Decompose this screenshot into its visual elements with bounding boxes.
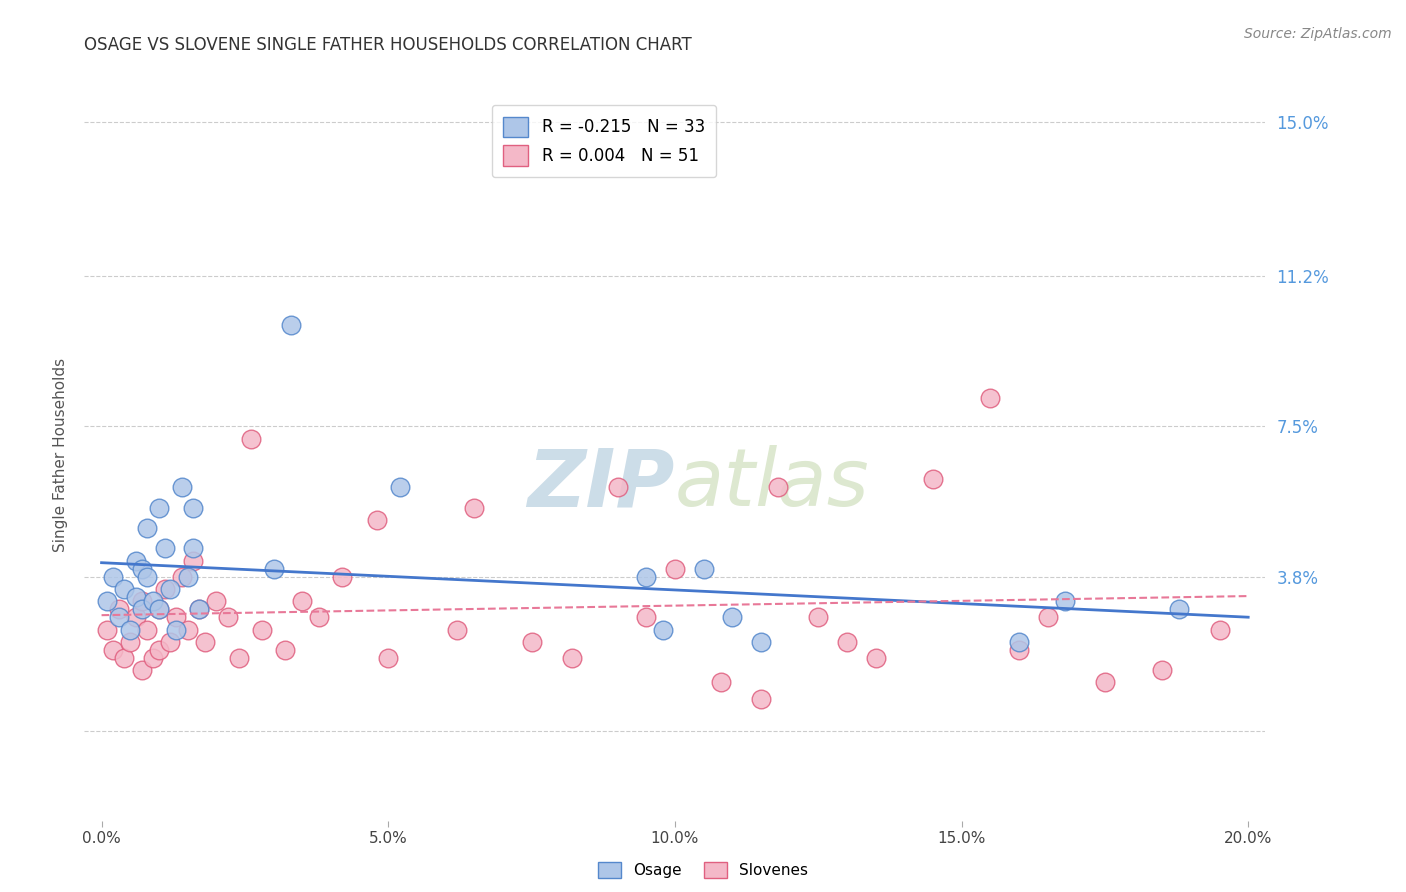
Legend: R = -0.215   N = 33, R = 0.004   N = 51: R = -0.215 N = 33, R = 0.004 N = 51 [492, 105, 717, 178]
Text: OSAGE VS SLOVENE SINGLE FATHER HOUSEHOLDS CORRELATION CHART: OSAGE VS SLOVENE SINGLE FATHER HOUSEHOLD… [84, 36, 692, 54]
Point [921, 472, 943, 486]
Point [148, 602, 170, 616]
Point [1053, 594, 1076, 608]
Point [148, 500, 170, 515]
Point [239, 432, 262, 446]
Point [366, 513, 388, 527]
Point [131, 594, 153, 608]
Text: Source: ZipAtlas.com: Source: ZipAtlas.com [1244, 27, 1392, 41]
Point [125, 590, 148, 604]
Point [274, 643, 297, 657]
Point [807, 610, 830, 624]
Point [120, 635, 142, 649]
Point [125, 610, 148, 624]
Point [125, 553, 148, 567]
Point [131, 602, 153, 616]
Point [446, 623, 468, 637]
Point [228, 651, 250, 665]
Point [749, 635, 772, 649]
Point [1208, 623, 1230, 637]
Point [136, 570, 159, 584]
Point [865, 651, 887, 665]
Point [153, 541, 176, 556]
Point [979, 391, 1001, 405]
Point [181, 500, 204, 515]
Point [114, 651, 136, 665]
Point [159, 582, 181, 596]
Point [176, 570, 198, 584]
Point [250, 623, 273, 637]
Point [159, 635, 181, 649]
Point [520, 635, 543, 649]
Text: ZIP: ZIP [527, 445, 675, 524]
Point [308, 610, 330, 624]
Point [636, 610, 658, 624]
Point [561, 651, 583, 665]
Point [280, 318, 302, 332]
Point [96, 594, 118, 608]
Point [710, 675, 733, 690]
Point [181, 541, 204, 556]
Point [692, 562, 714, 576]
Point [664, 562, 686, 576]
Point [1036, 610, 1059, 624]
Point [388, 480, 411, 494]
Point [148, 602, 170, 616]
Point [1152, 663, 1174, 677]
Point [217, 610, 239, 624]
Point [1094, 675, 1116, 690]
Text: atlas: atlas [675, 445, 870, 524]
Point [142, 594, 165, 608]
Legend: Osage, Slovenes: Osage, Slovenes [592, 856, 814, 884]
Y-axis label: Single Father Households: Single Father Households [53, 358, 69, 552]
Point [107, 610, 129, 624]
Point [463, 500, 485, 515]
Point [1168, 602, 1191, 616]
Point [120, 623, 142, 637]
Point [766, 480, 789, 494]
Point [188, 602, 211, 616]
Point [194, 635, 217, 649]
Point [170, 570, 193, 584]
Point [136, 521, 159, 535]
Point [1008, 635, 1031, 649]
Point [330, 570, 353, 584]
Point [131, 663, 153, 677]
Point [636, 570, 658, 584]
Point [377, 651, 399, 665]
Point [131, 562, 153, 576]
Point [148, 643, 170, 657]
Point [114, 582, 136, 596]
Point [291, 594, 314, 608]
Point [205, 594, 228, 608]
Point [263, 562, 285, 576]
Point [101, 643, 124, 657]
Point [835, 635, 858, 649]
Point [165, 610, 187, 624]
Point [107, 602, 129, 616]
Point [165, 623, 187, 637]
Point [721, 610, 744, 624]
Point [606, 480, 628, 494]
Point [142, 651, 165, 665]
Point [1008, 643, 1031, 657]
Point [153, 582, 176, 596]
Point [188, 602, 211, 616]
Point [136, 623, 159, 637]
Point [176, 623, 198, 637]
Point [96, 623, 118, 637]
Point [170, 480, 193, 494]
Point [101, 570, 124, 584]
Point [181, 553, 204, 567]
Point [749, 691, 772, 706]
Point [652, 623, 675, 637]
